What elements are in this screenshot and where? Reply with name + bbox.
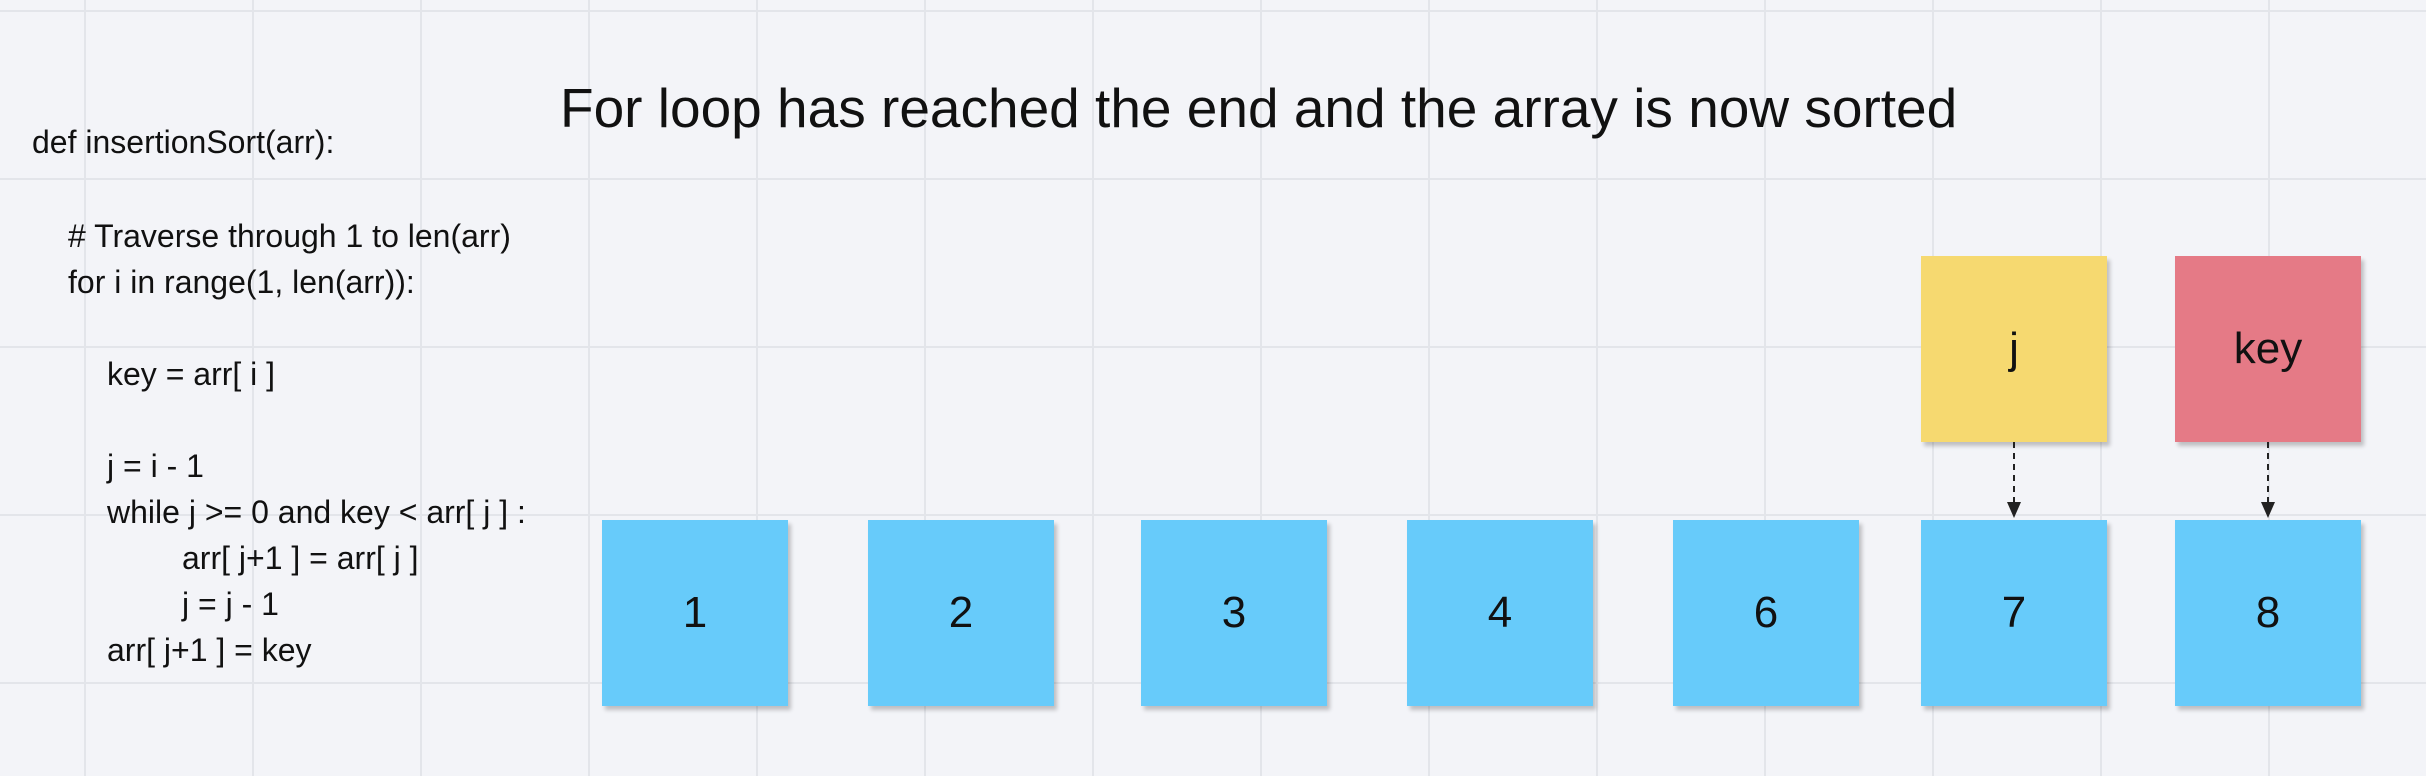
code-line-shift: arr[ j+1 ] = arr[ j ] xyxy=(182,540,419,576)
pointer-j-label: j xyxy=(2009,324,2019,373)
array-cell: 2 xyxy=(868,520,1054,706)
code-line-decrement: j = j - 1 xyxy=(182,586,279,622)
pointer-j-note: j xyxy=(1921,256,2107,442)
array-cell-value: 2 xyxy=(948,588,974,637)
pointer-key-arrow xyxy=(2261,442,2275,518)
code-line-comment: # Traverse through 1 to len(arr) xyxy=(68,218,511,254)
array-cell-value: 8 xyxy=(2255,588,2281,637)
array-cell: 7 xyxy=(1921,520,2107,706)
array-cell-value: 1 xyxy=(682,588,708,637)
code-line-key-assign: key = arr[ i ] xyxy=(107,356,276,392)
code-line-for: for i in range(1, len(arr)): xyxy=(68,264,415,300)
code-line-j-assign: j = i - 1 xyxy=(107,448,204,484)
code-line-insert: arr[ j+1 ] = key xyxy=(107,632,312,668)
array-cell: 4 xyxy=(1407,520,1593,706)
pointer-key-label: key xyxy=(2233,324,2303,373)
code-line-while: while j >= 0 and key < arr[ j ] : xyxy=(107,494,526,530)
array-cell-value: 6 xyxy=(1753,588,1779,637)
array-cell: 1 xyxy=(602,520,788,706)
array-cell: 8 xyxy=(2175,520,2361,706)
pointer-j-arrow xyxy=(2007,442,2021,518)
array-cell-value: 4 xyxy=(1487,588,1513,637)
array-cell-value: 7 xyxy=(2001,588,2027,637)
array-cell: 3 xyxy=(1141,520,1327,706)
page-title: For loop has reached the end and the arr… xyxy=(560,77,1958,139)
code-line-def: def insertionSort(arr): xyxy=(32,124,335,160)
pointer-key-note: key xyxy=(2175,256,2361,442)
array-cell-value: 3 xyxy=(1221,588,1247,637)
array-cell: 6 xyxy=(1673,520,1859,706)
